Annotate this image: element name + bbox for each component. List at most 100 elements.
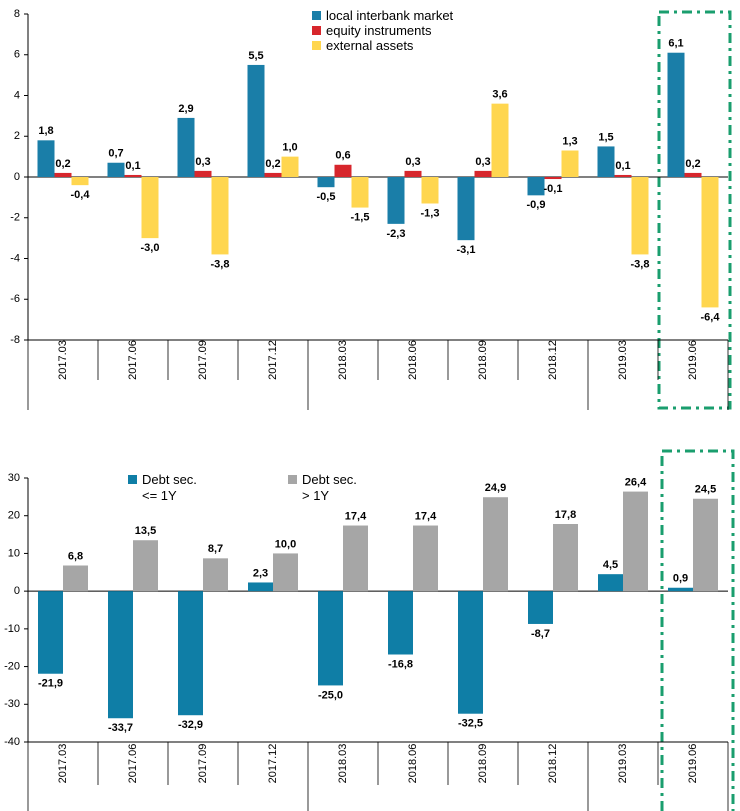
bar — [177, 117, 195, 177]
x-tick-label: 2017.06 — [127, 340, 139, 380]
x-tick-label: 2018.06 — [407, 340, 419, 380]
legend-item: Debt sec. <= 1Y — [128, 472, 204, 504]
data-label: 0,1 — [615, 160, 630, 172]
bar — [273, 553, 298, 592]
y-tick-label: 8 — [14, 8, 20, 20]
data-label: 17,8 — [555, 509, 576, 521]
x-tick-label: 2019.03 — [617, 744, 629, 784]
legend-item: equity instruments — [312, 23, 432, 39]
y-tick-label: -10 — [4, 623, 20, 635]
legend-label: Debt sec. > 1Y — [302, 472, 357, 503]
x-tick-label: 2018.03 — [337, 744, 349, 784]
bar — [421, 177, 439, 204]
data-label: -0,4 — [71, 189, 91, 201]
y-tick-label: -6 — [10, 293, 20, 305]
data-label: 6,8 — [68, 550, 83, 562]
bar — [387, 177, 405, 224]
bar — [71, 177, 89, 186]
data-label: -21,9 — [38, 678, 63, 690]
data-label: 13,5 — [135, 525, 156, 537]
data-label: 0,3 — [475, 156, 490, 168]
bar — [614, 174, 632, 177]
data-label: -3,0 — [141, 242, 160, 254]
legend-item: Debt sec. > 1Y — [288, 472, 364, 504]
bar — [211, 177, 229, 255]
y-tick-label: 0 — [14, 585, 20, 597]
bar — [141, 177, 159, 239]
data-label: -32,5 — [458, 718, 483, 730]
x-tick-label: 2019.06 — [687, 340, 699, 380]
y-tick-label: -30 — [4, 698, 20, 710]
data-label: -8,7 — [531, 628, 550, 640]
data-label: 17,4 — [345, 510, 367, 522]
legend-swatch — [288, 475, 297, 484]
data-label: -2,3 — [387, 228, 406, 240]
bar — [107, 162, 125, 177]
highlight-box — [660, 449, 735, 811]
data-label: 3,6 — [492, 89, 507, 101]
data-label: 0,2 — [55, 158, 70, 170]
y-tick-label: 6 — [14, 49, 20, 61]
data-label: 10,0 — [275, 538, 296, 550]
bar — [413, 525, 438, 592]
x-tick-label: 2017.09 — [197, 340, 209, 380]
bar — [54, 172, 72, 177]
y-tick-label: -8 — [10, 334, 20, 346]
bar — [491, 103, 509, 177]
data-label: 0,3 — [195, 156, 210, 168]
legend-label: local interbank market — [326, 8, 454, 23]
data-label: -1,5 — [351, 211, 370, 223]
bar — [598, 574, 623, 592]
y-tick-label: -4 — [10, 252, 20, 264]
bar — [553, 524, 578, 592]
bar — [667, 52, 685, 177]
bar — [623, 491, 648, 592]
legend-swatch — [312, 26, 321, 35]
data-label: 0,7 — [108, 148, 123, 160]
data-label: 1,3 — [562, 135, 577, 147]
data-label: 0,6 — [335, 150, 350, 162]
bar — [528, 591, 553, 624]
bar — [544, 177, 562, 180]
bar — [38, 591, 63, 674]
data-label: 0,2 — [265, 158, 280, 170]
legend-swatch — [128, 475, 137, 484]
y-tick-label: 0 — [14, 171, 20, 183]
bar — [133, 540, 158, 592]
data-label: 1,0 — [282, 142, 297, 154]
x-tick-label: 2018.12 — [547, 744, 559, 784]
x-tick-label: 2017.06 — [127, 744, 139, 784]
data-label: -6,4 — [701, 311, 721, 323]
data-label: 2,3 — [253, 567, 268, 579]
bar — [281, 156, 299, 177]
bar — [343, 525, 368, 592]
data-label: -25,0 — [318, 689, 343, 701]
y-tick-label: -2 — [10, 212, 20, 224]
data-label: -3,8 — [631, 258, 650, 270]
y-tick-label: 20 — [8, 510, 20, 522]
legend-item: local interbank market — [312, 8, 453, 24]
data-label: -0,9 — [527, 199, 546, 211]
data-label: 17,4 — [415, 510, 437, 522]
x-tick-label: 2018.09 — [477, 340, 489, 380]
bar — [693, 498, 718, 592]
bar — [388, 591, 413, 655]
legend-label: Debt sec. <= 1Y — [142, 472, 197, 503]
data-label: -3,8 — [211, 258, 230, 270]
x-tick-label: 2017.03 — [57, 744, 69, 784]
bar — [351, 177, 369, 208]
x-tick-label: 2017.03 — [57, 340, 69, 380]
legend-item: external assets — [312, 38, 413, 54]
bar — [668, 587, 693, 592]
data-label: -0,5 — [317, 191, 336, 203]
bar — [404, 170, 422, 177]
bar — [597, 146, 615, 177]
bar — [457, 177, 475, 241]
bar — [527, 177, 545, 196]
x-tick-label: 2018.12 — [547, 340, 559, 380]
data-label: 0,3 — [405, 156, 420, 168]
bar — [684, 172, 702, 177]
legend-label: equity instruments — [326, 23, 432, 38]
